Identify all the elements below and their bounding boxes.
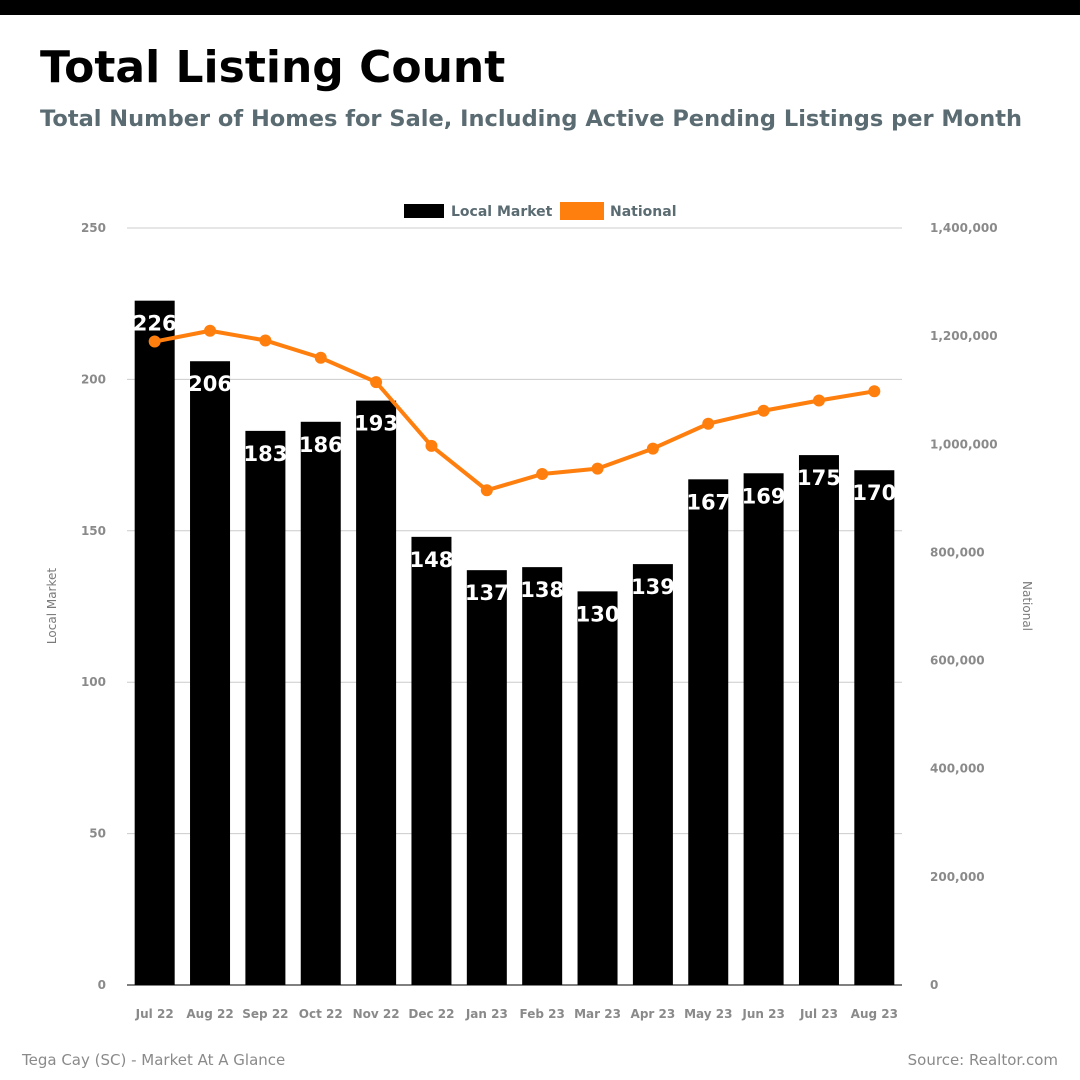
bar-value-label: 169 — [742, 484, 786, 508]
y-tick-right: 800,000 — [930, 545, 985, 559]
x-tick: Nov 22 — [353, 1007, 400, 1021]
y-tick-left: 250 — [81, 221, 106, 235]
y-tick-right: 400,000 — [930, 762, 985, 776]
x-tick: Jun 23 — [741, 1007, 784, 1021]
y-tick-right: 200,000 — [930, 870, 985, 884]
national-point — [757, 404, 770, 417]
national-point — [868, 385, 881, 398]
bar-value-label: 130 — [576, 602, 620, 626]
x-tick: May 23 — [684, 1007, 732, 1021]
y-tick-right: 600,000 — [930, 654, 985, 668]
y-tick-right: 1,000,000 — [930, 437, 998, 451]
bar-labels: 226 206 183 186 193 148 137 138 130 139 167 169 175 1… — [133, 312, 896, 627]
bar — [190, 361, 231, 985]
bar — [854, 470, 895, 985]
national-point — [591, 462, 604, 475]
y-tick-left: 100 — [81, 675, 106, 689]
y-tick-right: 1,200,000 — [930, 329, 998, 343]
national-point — [646, 442, 659, 455]
y-tick-left: 50 — [89, 827, 106, 841]
bar — [245, 430, 286, 986]
national-point — [536, 468, 549, 481]
chart-subtitle: Total Number of Homes for Sale, Includin… — [40, 106, 1023, 132]
bar — [466, 570, 507, 985]
national-line — [148, 324, 881, 497]
bar — [522, 567, 563, 985]
bar — [411, 536, 452, 985]
national-point — [480, 484, 493, 497]
legend-label-national: National — [610, 204, 677, 220]
bar-value-label: 175 — [797, 466, 841, 490]
x-tick: Apr 23 — [631, 1007, 676, 1021]
x-tick: Jul 23 — [799, 1007, 838, 1021]
bar — [688, 479, 729, 985]
chart: 226 206 183 186 193 148 137 138 130 139 167 169 175 1… — [45, 202, 1034, 1021]
grid-lines — [127, 227, 902, 835]
chart-title: Total Listing Count — [40, 42, 506, 93]
national-point — [259, 334, 272, 347]
x-tick: Feb 23 — [520, 1007, 565, 1021]
bar-value-label: 170 — [852, 481, 896, 505]
footer-source: Source: Realtor.com — [907, 1051, 1058, 1069]
footer-location: Tega Cay (SC) - Market At A Glance — [22, 1051, 286, 1069]
bar-value-label: 193 — [354, 412, 398, 436]
x-tick: Aug 22 — [186, 1007, 233, 1021]
x-tick: Jul 22 — [135, 1007, 174, 1021]
bar-value-label: 137 — [465, 581, 509, 605]
national-point — [370, 376, 383, 389]
x-tick: Oct 22 — [299, 1007, 343, 1021]
national-point — [812, 394, 825, 407]
national-point — [148, 335, 161, 348]
bar-value-label: 186 — [299, 433, 343, 457]
axes: 0 50 100 150 200 250 0 200,000 400,000 600,000 800… — [81, 221, 998, 1021]
national-point — [314, 351, 327, 364]
bar — [300, 421, 341, 985]
bar-value-label: 167 — [686, 490, 730, 514]
x-tick: Dec 22 — [408, 1007, 454, 1021]
x-tick: Jan 23 — [465, 1007, 508, 1021]
bar-value-label: 148 — [410, 548, 454, 572]
x-tick: Sep 22 — [242, 1007, 288, 1021]
top-bar — [0, 0, 1080, 15]
national-point — [702, 417, 715, 430]
bar-value-label: 226 — [133, 312, 177, 336]
legend-swatch-local — [404, 204, 444, 218]
bar-value-label: 139 — [631, 575, 675, 599]
x-tick: Mar 23 — [574, 1007, 621, 1021]
bar-value-label: 206 — [188, 372, 232, 396]
national-point — [204, 324, 217, 337]
bar — [743, 473, 784, 985]
bar — [798, 455, 839, 986]
y-tick-left: 200 — [81, 372, 106, 386]
bar — [577, 591, 618, 985]
y-tick-left: 0 — [98, 978, 106, 992]
bar-value-label: 183 — [243, 442, 287, 466]
legend: Local Market National — [404, 202, 677, 220]
bar — [632, 564, 673, 985]
x-tick: Aug 23 — [851, 1007, 898, 1021]
national-point — [425, 439, 438, 452]
legend-label-local: Local Market — [451, 204, 553, 220]
bar-value-label: 138 — [520, 578, 564, 602]
y-tick-right: 0 — [930, 978, 938, 992]
y-tick-left: 150 — [81, 524, 106, 538]
legend-swatch-national — [560, 202, 604, 220]
national-line-path — [152, 328, 877, 493]
y-tick-right: 1,400,000 — [930, 221, 998, 235]
bars — [134, 300, 895, 986]
y-axis-label-left: Local Market — [45, 568, 59, 644]
y-axis-label-right: National — [1020, 581, 1034, 631]
bar — [356, 400, 397, 985]
bar — [134, 300, 175, 985]
